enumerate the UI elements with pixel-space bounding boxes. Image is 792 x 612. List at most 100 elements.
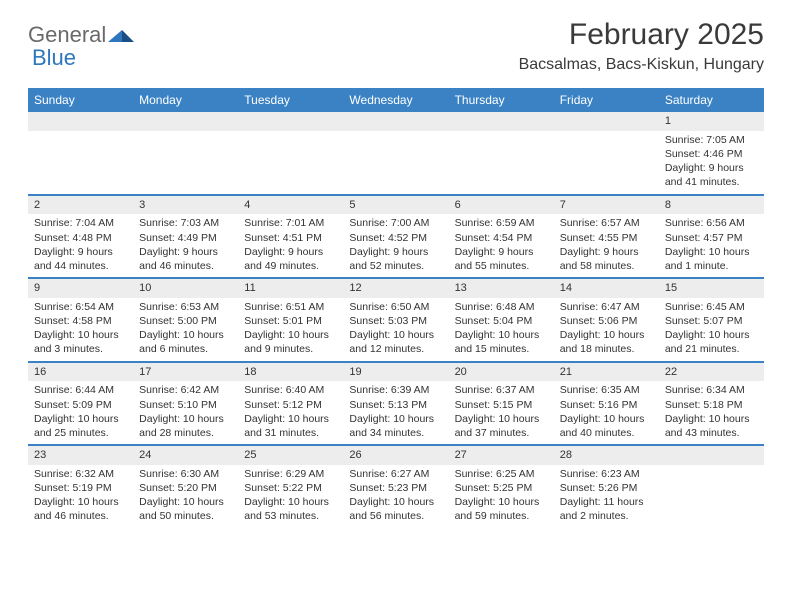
day-detail-line: Sunset: 5:18 PM <box>665 398 758 412</box>
calendar-day-cell: 2Sunrise: 7:04 AMSunset: 4:48 PMDaylight… <box>28 196 133 278</box>
day-detail-line: Daylight: 9 hours and 46 minutes. <box>139 245 232 273</box>
day-details: Sunrise: 6:29 AMSunset: 5:22 PMDaylight:… <box>238 465 343 528</box>
calendar-day-cell: 23Sunrise: 6:32 AMSunset: 5:19 PMDayligh… <box>28 446 133 528</box>
day-number: 21 <box>554 363 659 382</box>
calendar-day-cell: 7Sunrise: 6:57 AMSunset: 4:55 PMDaylight… <box>554 196 659 278</box>
day-number <box>449 112 554 131</box>
weeks-container: 1Sunrise: 7:05 AMSunset: 4:46 PMDaylight… <box>28 112 764 528</box>
day-detail-line: Sunrise: 6:50 AM <box>349 300 442 314</box>
day-detail-line: Sunrise: 6:40 AM <box>244 383 337 397</box>
day-detail-line: Daylight: 9 hours and 52 minutes. <box>349 245 442 273</box>
day-detail-line: Sunset: 5:13 PM <box>349 398 442 412</box>
day-detail-line: Sunset: 5:22 PM <box>244 481 337 495</box>
calendar-day-cell: 5Sunrise: 7:00 AMSunset: 4:52 PMDaylight… <box>343 196 448 278</box>
day-detail-line: Daylight: 10 hours and 59 minutes. <box>455 495 548 523</box>
logo: General Blue <box>28 18 134 69</box>
day-number: 2 <box>28 196 133 215</box>
day-detail-line: Sunset: 4:48 PM <box>34 231 127 245</box>
day-detail-line: Sunrise: 6:57 AM <box>560 216 653 230</box>
day-number: 28 <box>554 446 659 465</box>
day-number: 18 <box>238 363 343 382</box>
day-detail-line: Sunset: 5:06 PM <box>560 314 653 328</box>
day-number: 26 <box>343 446 448 465</box>
day-number: 9 <box>28 279 133 298</box>
day-number: 17 <box>133 363 238 382</box>
day-details: Sunrise: 7:03 AMSunset: 4:49 PMDaylight:… <box>133 214 238 277</box>
day-detail-line: Daylight: 10 hours and 50 minutes. <box>139 495 232 523</box>
day-details: Sunrise: 6:45 AMSunset: 5:07 PMDaylight:… <box>659 298 764 361</box>
weekday-header: Wednesday <box>343 88 448 112</box>
day-number <box>133 112 238 131</box>
day-detail-line: Sunset: 5:09 PM <box>34 398 127 412</box>
day-detail-line: Daylight: 10 hours and 37 minutes. <box>455 412 548 440</box>
calendar-day-cell: 13Sunrise: 6:48 AMSunset: 5:04 PMDayligh… <box>449 279 554 361</box>
day-detail-line: Daylight: 9 hours and 44 minutes. <box>34 245 127 273</box>
day-detail-line: Sunset: 4:55 PM <box>560 231 653 245</box>
day-details: Sunrise: 6:30 AMSunset: 5:20 PMDaylight:… <box>133 465 238 528</box>
day-detail-line: Sunrise: 6:23 AM <box>560 467 653 481</box>
calendar-week-row: 9Sunrise: 6:54 AMSunset: 4:58 PMDaylight… <box>28 277 764 361</box>
day-detail-line: Sunset: 4:49 PM <box>139 231 232 245</box>
calendar-day-cell: 24Sunrise: 6:30 AMSunset: 5:20 PMDayligh… <box>133 446 238 528</box>
day-detail-line: Daylight: 10 hours and 12 minutes. <box>349 328 442 356</box>
day-detail-line: Sunrise: 6:35 AM <box>560 383 653 397</box>
day-details: Sunrise: 6:56 AMSunset: 4:57 PMDaylight:… <box>659 214 764 277</box>
calendar-day-cell <box>343 112 448 194</box>
day-details: Sunrise: 6:39 AMSunset: 5:13 PMDaylight:… <box>343 381 448 444</box>
calendar-week-row: 16Sunrise: 6:44 AMSunset: 5:09 PMDayligh… <box>28 361 764 445</box>
day-detail-line: Sunset: 5:19 PM <box>34 481 127 495</box>
calendar-day-cell: 4Sunrise: 7:01 AMSunset: 4:51 PMDaylight… <box>238 196 343 278</box>
calendar-week-row: 2Sunrise: 7:04 AMSunset: 4:48 PMDaylight… <box>28 194 764 278</box>
calendar-day-cell: 28Sunrise: 6:23 AMSunset: 5:26 PMDayligh… <box>554 446 659 528</box>
day-detail-line: Sunrise: 6:34 AM <box>665 383 758 397</box>
day-detail-line: Sunset: 5:15 PM <box>455 398 548 412</box>
day-detail-line: Sunrise: 7:01 AM <box>244 216 337 230</box>
day-details: Sunrise: 6:40 AMSunset: 5:12 PMDaylight:… <box>238 381 343 444</box>
day-details: Sunrise: 6:47 AMSunset: 5:06 PMDaylight:… <box>554 298 659 361</box>
calendar-day-cell: 11Sunrise: 6:51 AMSunset: 5:01 PMDayligh… <box>238 279 343 361</box>
calendar-day-cell: 8Sunrise: 6:56 AMSunset: 4:57 PMDaylight… <box>659 196 764 278</box>
day-number <box>238 112 343 131</box>
logo-text-block: General Blue <box>28 24 134 69</box>
calendar-day-cell: 16Sunrise: 6:44 AMSunset: 5:09 PMDayligh… <box>28 363 133 445</box>
day-detail-line: Sunset: 5:01 PM <box>244 314 337 328</box>
day-detail-line: Sunrise: 6:53 AM <box>139 300 232 314</box>
day-detail-line: Sunrise: 7:00 AM <box>349 216 442 230</box>
day-detail-line: Daylight: 10 hours and 56 minutes. <box>349 495 442 523</box>
day-details: Sunrise: 6:53 AMSunset: 5:00 PMDaylight:… <box>133 298 238 361</box>
day-details: Sunrise: 6:54 AMSunset: 4:58 PMDaylight:… <box>28 298 133 361</box>
day-detail-line: Sunset: 5:12 PM <box>244 398 337 412</box>
day-details: Sunrise: 6:50 AMSunset: 5:03 PMDaylight:… <box>343 298 448 361</box>
day-number: 27 <box>449 446 554 465</box>
weekday-header: Saturday <box>659 88 764 112</box>
calendar-day-cell <box>133 112 238 194</box>
day-detail-line: Sunset: 5:23 PM <box>349 481 442 495</box>
day-detail-line: Daylight: 10 hours and 43 minutes. <box>665 412 758 440</box>
day-detail-line: Sunrise: 7:05 AM <box>665 133 758 147</box>
day-number: 19 <box>343 363 448 382</box>
day-number: 24 <box>133 446 238 465</box>
calendar-day-cell: 10Sunrise: 6:53 AMSunset: 5:00 PMDayligh… <box>133 279 238 361</box>
day-detail-line: Daylight: 10 hours and 25 minutes. <box>34 412 127 440</box>
day-detail-line: Sunrise: 6:42 AM <box>139 383 232 397</box>
day-detail-line: Sunrise: 6:56 AM <box>665 216 758 230</box>
calendar-day-cell: 19Sunrise: 6:39 AMSunset: 5:13 PMDayligh… <box>343 363 448 445</box>
month-title: February 2025 <box>519 18 764 52</box>
day-details: Sunrise: 6:25 AMSunset: 5:25 PMDaylight:… <box>449 465 554 528</box>
day-detail-line: Daylight: 9 hours and 58 minutes. <box>560 245 653 273</box>
day-details: Sunrise: 6:37 AMSunset: 5:15 PMDaylight:… <box>449 381 554 444</box>
calendar-day-cell: 17Sunrise: 6:42 AMSunset: 5:10 PMDayligh… <box>133 363 238 445</box>
day-number: 22 <box>659 363 764 382</box>
calendar-page: General Blue February 2025 Bacsalmas, Ba… <box>0 0 792 538</box>
calendar-day-cell: 9Sunrise: 6:54 AMSunset: 4:58 PMDaylight… <box>28 279 133 361</box>
calendar-day-cell <box>554 112 659 194</box>
calendar-day-cell: 26Sunrise: 6:27 AMSunset: 5:23 PMDayligh… <box>343 446 448 528</box>
calendar-day-cell: 25Sunrise: 6:29 AMSunset: 5:22 PMDayligh… <box>238 446 343 528</box>
day-number: 8 <box>659 196 764 215</box>
day-number: 6 <box>449 196 554 215</box>
day-detail-line: Sunrise: 6:51 AM <box>244 300 337 314</box>
day-detail-line: Daylight: 10 hours and 46 minutes. <box>34 495 127 523</box>
day-detail-line: Sunset: 4:54 PM <box>455 231 548 245</box>
day-number: 4 <box>238 196 343 215</box>
day-detail-line: Daylight: 10 hours and 28 minutes. <box>139 412 232 440</box>
